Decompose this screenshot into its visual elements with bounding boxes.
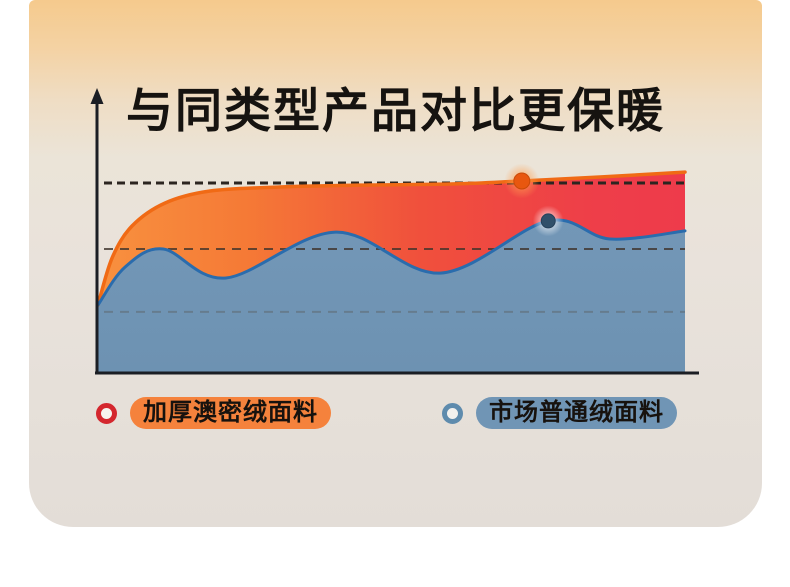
- marker-dot-1: [540, 213, 556, 229]
- series-line-0: [96, 170, 687, 307]
- legend-label-pill: 市场普通绒面料: [476, 397, 677, 429]
- y-axis-arrow-icon: [90, 88, 104, 104]
- legend-label-pill: 加厚澳密绒面料: [130, 397, 331, 429]
- marker-dot-0: [513, 172, 531, 190]
- series-line-1: [96, 218, 687, 307]
- series-area-1: [98, 219, 685, 373]
- legend-item-ordinary-fleece: 市场普通绒面料: [442, 397, 677, 429]
- legend-item-thick-fleece: 加厚澳密绒面料: [96, 397, 331, 429]
- legend-ring-icon: [96, 402, 117, 424]
- legend-ring-icon: [442, 402, 463, 424]
- page-title: 与同类型产品对比更保暖: [126, 86, 665, 138]
